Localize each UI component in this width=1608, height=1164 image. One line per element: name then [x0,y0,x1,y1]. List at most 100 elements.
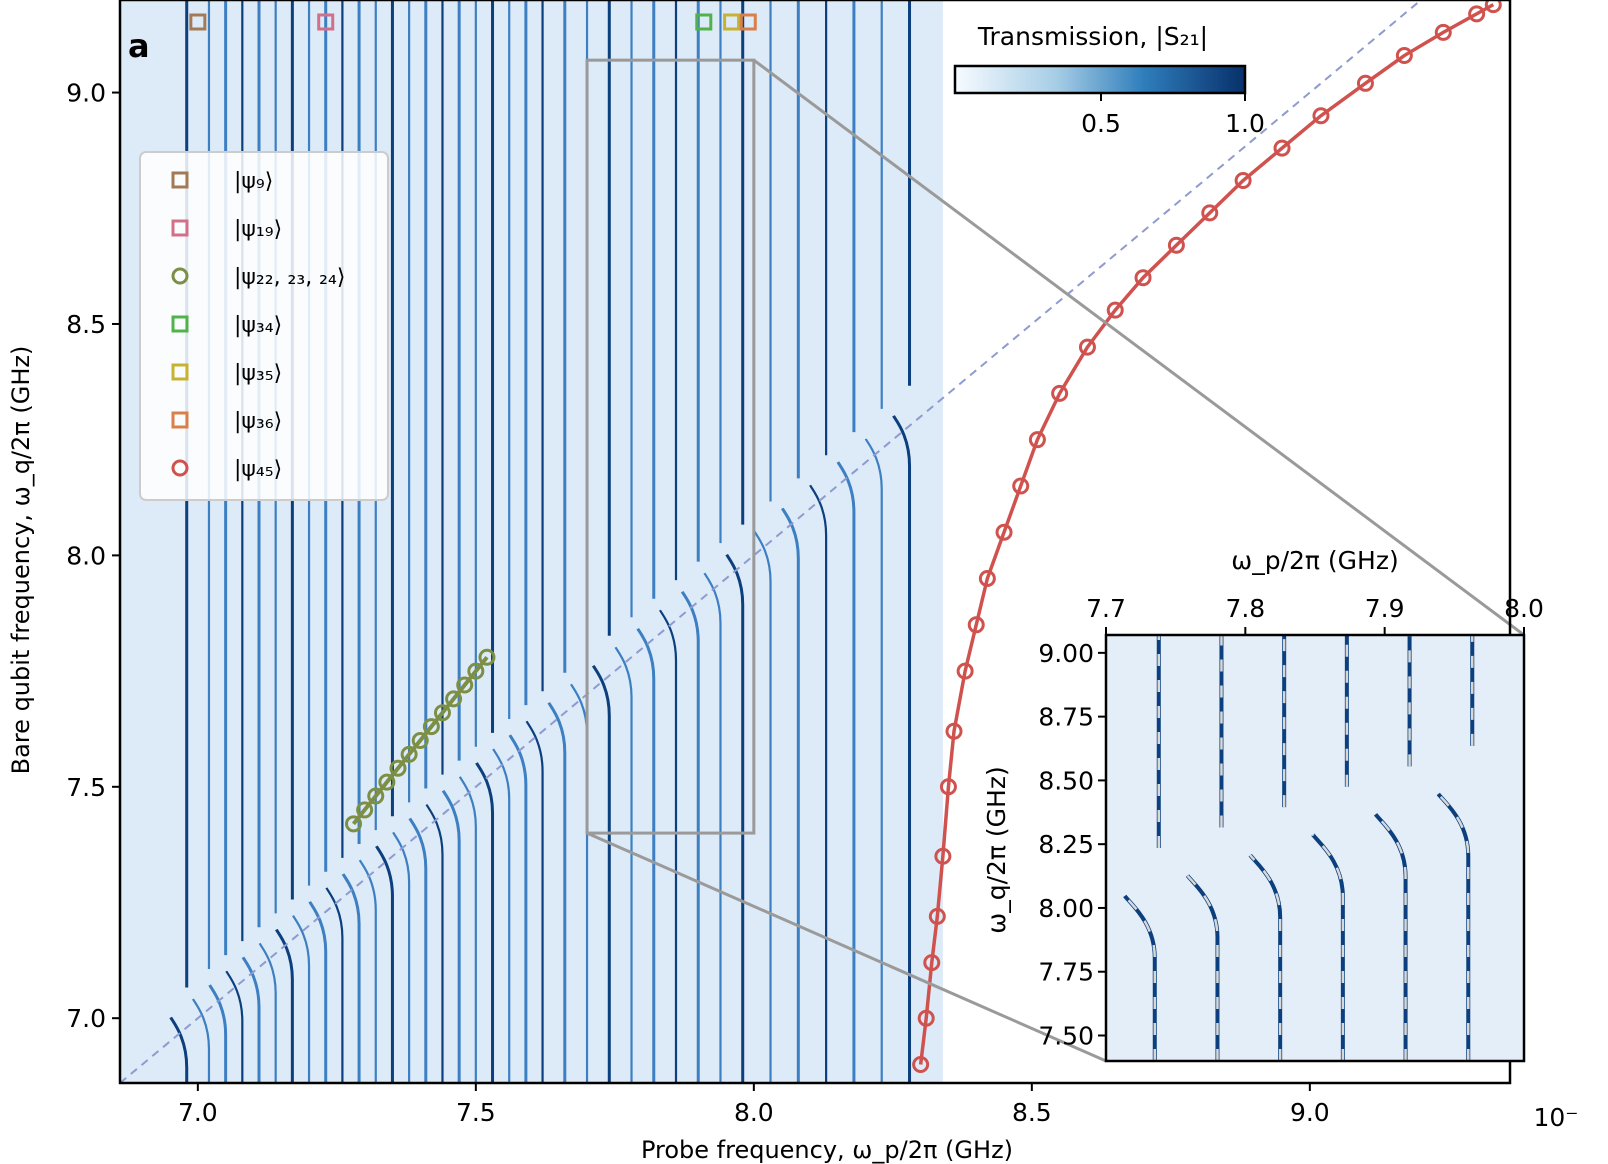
data-point [400,745,418,763]
state-marker [739,13,757,31]
data-point [1167,236,1185,254]
resonance-line [458,0,477,1083]
resonance-line [525,0,544,1083]
psi-22-23-24-curve [351,655,489,826]
legend-label: |ψ₄₅⟩ [234,457,282,482]
inset-x-tick-label: 7.9 [1365,594,1405,623]
inset-x-axis-ticks: 7.7 7.8 7.9 8.0 [1086,594,1544,635]
state-marker [723,13,741,31]
inset-heatmap-background [1106,635,1524,1061]
legend-entries: |ψ₉⟩ |ψ₁₉⟩ |ψ₂₂, ₂₃, ₂₄⟩ |ψ₃₄⟩ |ψ₃₅⟩ |ψ₃₆⟩ |ψ₄… [171,169,345,482]
data-point [1395,47,1413,65]
y-tick-label: 8.0 [66,541,106,570]
data-point [978,570,996,588]
x-offset-text: 10⁻ [1533,1103,1578,1132]
inset-y-tick-label: 7.50 [1038,1021,1094,1050]
data-point [478,648,496,666]
legend-marker [171,315,189,333]
psi-45-points [912,0,1502,1073]
resonance-line [547,0,567,1083]
x-axis-ticks: 7.0 7.5 8.0 8.5 9.0 [178,1083,1330,1127]
data-point [956,662,974,680]
resonance-line [809,0,828,1083]
resonance-line [614,0,633,1083]
data-point [411,732,429,750]
inset-x-tick-label: 7.8 [1225,594,1265,623]
legend: |ψ₉⟩ |ψ₁₉⟩ |ψ₂₂, ₂₃, ₂₄⟩ |ψ₃₄⟩ |ψ₃₅⟩ |ψ₃₆⟩ |ψ₄… [139,151,389,501]
data-point [1012,477,1030,495]
data-point [1312,107,1330,125]
data-point [995,523,1013,541]
inset-y-tick-label: 7.75 [1038,958,1094,987]
inset-frame [1104,633,1526,1063]
x-axis-label: Probe frequency, ω_p/2π (GHz) [641,1136,1013,1164]
inset-y-axis-ticks: 7.50 7.75 8.00 8.25 8.50 8.75 9.00 [1038,639,1106,1050]
x-tick-label: 8.5 [1012,1098,1052,1127]
inset-model-line [1374,635,1411,1061]
inset-y-axis-label: ω_q/2π (GHz) [982,766,1011,933]
data-point [445,690,463,708]
inset-model-line [1186,635,1223,1061]
data-point [1273,139,1291,157]
data-point [1356,74,1374,92]
data-point [923,954,941,972]
resonance-line [508,0,528,1083]
y-axis-label: Bare qubit frequency, ω_q/2π (GHz) [7,346,35,775]
resonance-line [836,0,856,1083]
inset-y-tick-label: 9.00 [1038,639,1094,668]
resonance-line [659,0,678,1083]
resonance-line [753,0,772,1083]
legend-marker [171,363,189,381]
data-point [1078,338,1096,356]
resonance-line [780,0,800,1083]
legend-marker [171,219,189,237]
inset-y-tick-label: 8.25 [1038,830,1094,859]
legend-label: |ψ₃₄⟩ [234,313,282,338]
y-tick-label: 8.5 [66,310,106,339]
data-point [356,801,374,819]
resonance-line [441,0,461,1083]
inset-model-line [1311,635,1349,1061]
state-marker [317,13,335,31]
panel-label: a [128,27,150,65]
data-point [945,722,963,740]
data-point [1106,301,1124,319]
legend-marker [171,171,189,189]
legend-label: |ψ₂₂, ₂₃, ₂₄⟩ [234,265,345,290]
resonance-line [703,0,722,1083]
resonance-line [392,0,411,1083]
y-tick-label: 7.5 [66,773,106,802]
data-point [928,907,946,925]
data-point [912,1055,930,1073]
data-point [1484,0,1502,14]
inset-x-axis-label: ω_p/2π (GHz) [1231,546,1398,575]
resonance-line [892,0,912,1083]
top-state-markers [189,13,757,31]
data-point [422,718,440,736]
data-point [1434,23,1452,41]
data-point [939,778,957,796]
legend-label: |ψ₁₉⟩ [234,217,282,242]
data-point [967,616,985,634]
legend-marker [171,459,189,477]
colorbar-tick-0: 0.5 [1081,109,1121,138]
resonance-line [591,0,611,1083]
x-tick-label: 8.0 [734,1098,774,1127]
resonance-line [864,0,883,1083]
legend-marker [171,411,189,429]
colorbar-gradient [953,64,1247,95]
data-point [1234,172,1252,189]
zoom-connector-bottom [586,831,1107,1063]
data-point [433,704,451,722]
data-point [934,847,952,865]
inset-model-line [1249,635,1286,1061]
resonance-line [425,0,444,1083]
colorbar: Transmission, |S₂₁| 0.5 1.0 [953,22,1265,138]
y-axis-ticks: 7.0 7.5 8.0 8.5 9.0 [66,79,120,1033]
psi-45-curve [918,3,1495,1065]
inset-y-tick-label: 8.00 [1038,894,1094,923]
inset-model-line [1437,635,1474,1061]
data-point [1028,431,1046,449]
inset-y-tick-label: 8.50 [1038,766,1094,795]
